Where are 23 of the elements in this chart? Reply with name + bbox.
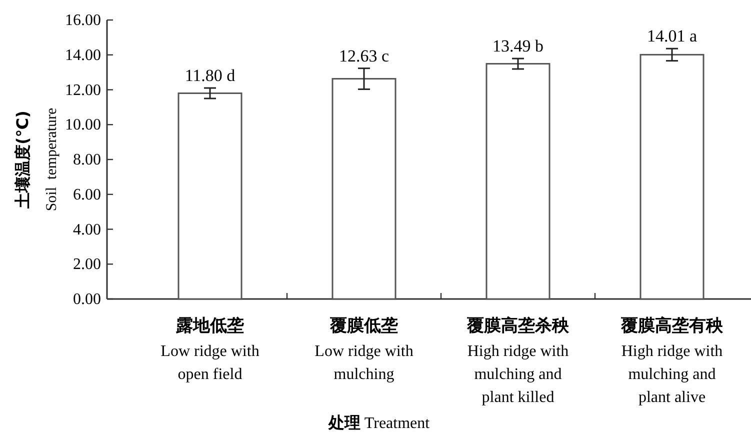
y-tick-label: 8.00 (73, 152, 101, 168)
x-tick-label: 露地低垄 Low ridge with open field (160, 316, 260, 383)
x-tick-label: 覆膜高垄杀秧 High ridge with mulching and plant killed (466, 316, 570, 406)
x-tick-label: 覆膜低垄 Low ridge with mulching (314, 316, 414, 383)
y-axis-title: 土壤温度(℃) Soil temperature (13, 108, 60, 212)
y-tick-label: 4.00 (73, 221, 101, 238)
bar (332, 78, 396, 300)
y-tick-label: 16.00 (65, 12, 101, 29)
data-label: 11.80 d (184, 66, 236, 86)
x-axis-title: 处理 Treatment (327, 413, 430, 432)
data-label: 13.49 b (492, 36, 544, 56)
bar (178, 92, 242, 300)
y-tick-label: 6.00 (73, 186, 101, 204)
y-tick-label: 12.00 (65, 82, 101, 99)
y-tick-label: 0.00 (73, 291, 101, 308)
bar (640, 54, 704, 300)
y-tick-label: 2.00 (73, 256, 101, 274)
data-label: 14.01 a (646, 26, 698, 46)
y-tick-label: 14.00 (65, 46, 101, 64)
y-tick-label: 10.00 (65, 116, 101, 134)
data-label: 12.63 c (338, 46, 390, 66)
x-tick-label: 覆膜高垄有秧 High ridge with mulching and plant alive (620, 316, 724, 406)
bar (486, 63, 550, 300)
